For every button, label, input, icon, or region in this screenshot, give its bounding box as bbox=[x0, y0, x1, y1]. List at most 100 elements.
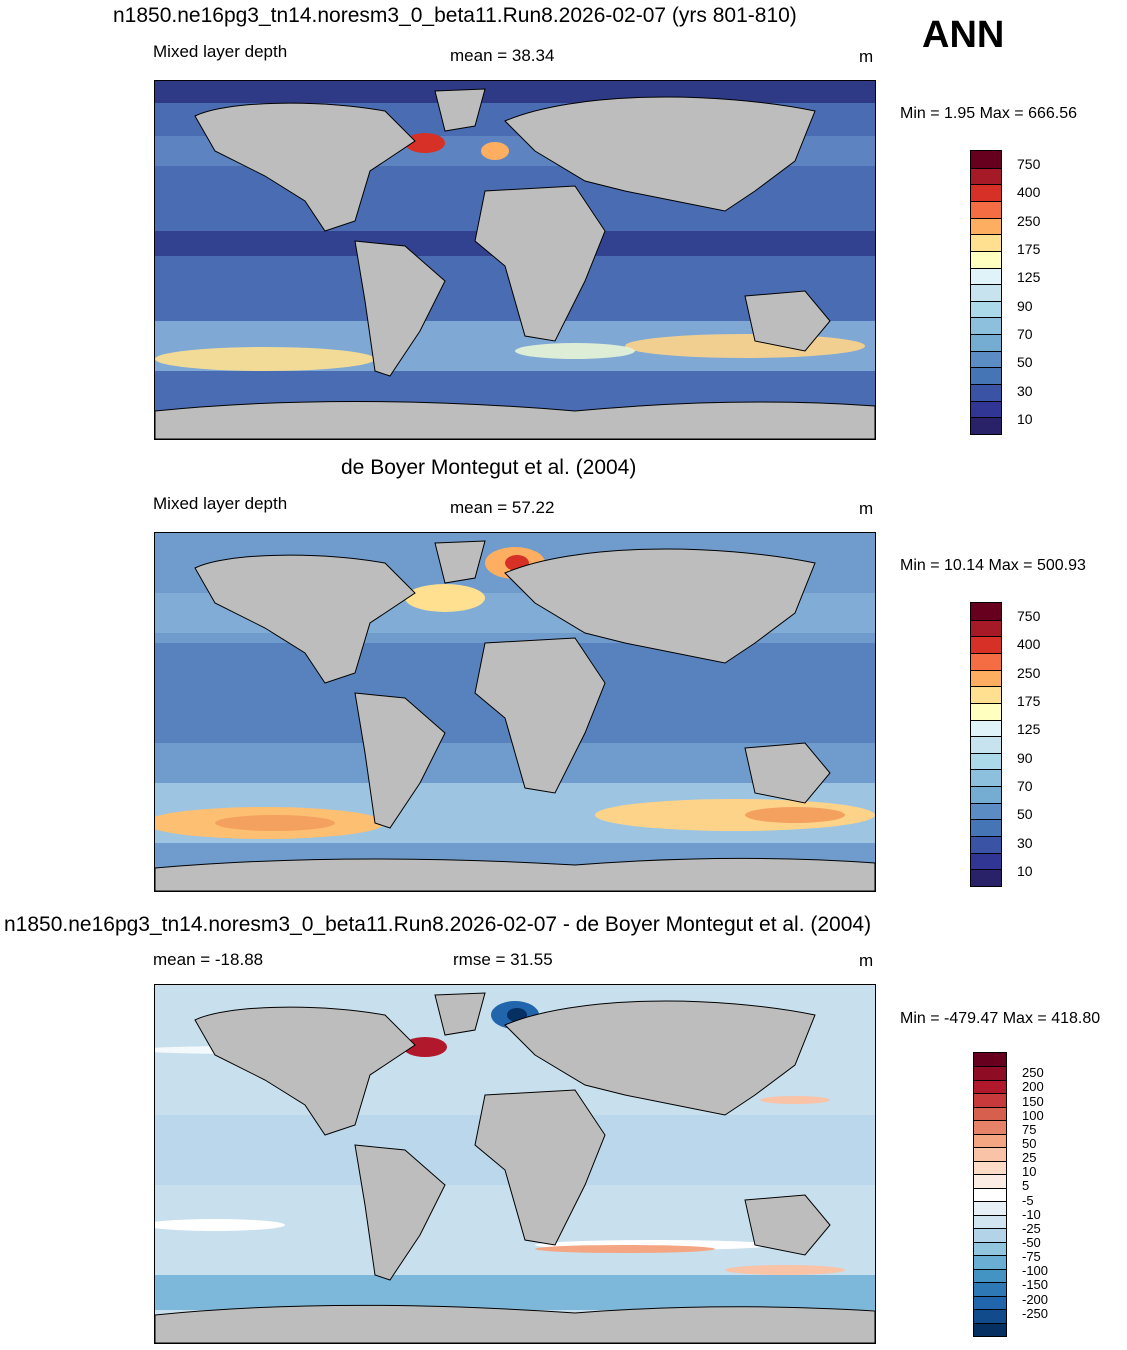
colorbar-swatch bbox=[974, 1133, 1006, 1148]
colorbar-tick-label: -150 bbox=[1022, 1277, 1049, 1293]
colorbar-tick-label: 90 bbox=[1017, 297, 1033, 314]
colorbar-tick-label: -50 bbox=[1022, 1235, 1041, 1251]
colorbar-tick-label: -75 bbox=[1022, 1249, 1041, 1265]
colorbar-swatch bbox=[974, 1079, 1006, 1094]
panel2-map bbox=[154, 532, 876, 892]
colorbar-swatch bbox=[974, 1053, 1006, 1067]
colorbar-swatch bbox=[971, 350, 1001, 368]
panel3-mean-label: mean = -18.88 bbox=[153, 950, 264, 969]
colorbar-tick-label: 10 bbox=[1017, 410, 1033, 427]
colorbar-swatch bbox=[974, 1214, 1006, 1229]
colorbar-swatch bbox=[971, 852, 1001, 870]
colorbar-tick-label: 90 bbox=[1017, 749, 1033, 766]
colorbar-swatch bbox=[971, 400, 1001, 418]
colorbar-swatch bbox=[974, 1309, 1006, 1323]
panel2-map-svg bbox=[155, 533, 875, 891]
colorbar-swatch bbox=[971, 151, 1001, 168]
colorbar-tick-label: 200 bbox=[1022, 1079, 1044, 1095]
colorbar-tick-label: 100 bbox=[1022, 1107, 1044, 1123]
colorbar-swatch bbox=[974, 1268, 1006, 1283]
panel3-map-svg bbox=[155, 985, 875, 1343]
panel3-map bbox=[154, 984, 876, 1344]
colorbar-swatch bbox=[971, 802, 1001, 820]
colorbar-swatch bbox=[974, 1066, 1006, 1080]
colorbar-tick-label: 70 bbox=[1017, 325, 1033, 342]
colorbar-swatch bbox=[974, 1241, 1006, 1256]
colorbar-swatch bbox=[971, 619, 1001, 637]
colorbar-swatch bbox=[971, 603, 1001, 620]
colorbar-swatch bbox=[974, 1282, 1006, 1296]
colorbar-swatch bbox=[971, 250, 1001, 268]
colorbar-swatch bbox=[971, 317, 1001, 335]
colorbar-swatch bbox=[974, 1147, 1006, 1161]
panel1-units-label: m bbox=[859, 47, 874, 66]
panel2-minmax-label: Min = 10.14 Max = 500.93 bbox=[900, 557, 1086, 574]
colorbar-swatch bbox=[971, 719, 1001, 737]
colorbar-swatch bbox=[971, 367, 1001, 385]
panel3-title: n1850.ne16pg3_tn14.noresm3_0_beta11.Run8… bbox=[4, 913, 872, 936]
colorbar-swatch bbox=[971, 300, 1001, 318]
colorbar-tick-label: 50 bbox=[1022, 1135, 1037, 1151]
panel1-minmax-label: Min = 1.95 Max = 666.56 bbox=[900, 105, 1077, 122]
season-label: ANN bbox=[922, 14, 1005, 56]
colorbar-tick-label: 125 bbox=[1017, 721, 1041, 738]
colorbar-tick-label: 125 bbox=[1017, 269, 1041, 286]
colorbar-tick-label: 175 bbox=[1017, 693, 1041, 710]
colorbar-tick-label: 70 bbox=[1017, 777, 1033, 794]
colorbar-swatch bbox=[971, 334, 1001, 351]
panel3-colorbar bbox=[973, 1052, 1007, 1337]
colorbar-tick-label: -10 bbox=[1022, 1206, 1041, 1222]
colorbar-tick-label: 30 bbox=[1017, 382, 1033, 399]
panel1-map bbox=[154, 80, 876, 440]
colorbar-swatch bbox=[971, 819, 1001, 837]
colorbar-swatch bbox=[974, 1322, 1006, 1336]
colorbar-tick-label: 25 bbox=[1022, 1150, 1037, 1166]
colorbar-swatch bbox=[971, 636, 1001, 653]
colorbar-swatch bbox=[974, 1201, 1006, 1215]
colorbar-tick-label: 175 bbox=[1017, 241, 1041, 258]
colorbar-tick-label: -250 bbox=[1022, 1305, 1049, 1321]
panel2-colorbar bbox=[970, 602, 1002, 887]
colorbar-swatch bbox=[974, 1295, 1006, 1310]
colorbar-tick-label: 5 bbox=[1022, 1178, 1030, 1194]
colorbar-swatch bbox=[971, 284, 1001, 301]
colorbar-swatch bbox=[971, 234, 1001, 251]
panel2-units-label: m bbox=[859, 499, 874, 518]
colorbar-swatch bbox=[974, 1106, 1006, 1121]
colorbar-swatch bbox=[971, 686, 1001, 703]
colorbar-swatch bbox=[971, 669, 1001, 687]
colorbar-swatch bbox=[974, 1187, 1006, 1202]
colorbar-swatch bbox=[971, 652, 1001, 670]
panel3-units-label: m bbox=[859, 951, 874, 970]
colorbar-swatch bbox=[974, 1120, 1006, 1134]
panel2-title: de Boyer Montegut et al. (2004) bbox=[341, 456, 637, 479]
colorbar-tick-label: 30 bbox=[1017, 834, 1033, 851]
panel1-title: n1850.ne16pg3_tn14.noresm3_0_beta11.Run8… bbox=[113, 4, 797, 27]
colorbar-tick-label: -25 bbox=[1022, 1220, 1041, 1236]
colorbar-tick-label: -100 bbox=[1022, 1263, 1049, 1279]
colorbar-tick-label: 10 bbox=[1017, 862, 1033, 879]
colorbar-swatch bbox=[971, 752, 1001, 770]
panel2-field-label: Mixed layer depth bbox=[153, 494, 288, 513]
colorbar-tick-label: 250 bbox=[1022, 1065, 1044, 1081]
colorbar-swatch bbox=[974, 1228, 1006, 1242]
colorbar-tick-label: 750 bbox=[1017, 608, 1041, 625]
panel1-field-label: Mixed layer depth bbox=[153, 42, 288, 61]
colorbar-tick-label: 400 bbox=[1017, 636, 1041, 653]
colorbar-tick-label: 10 bbox=[1022, 1164, 1037, 1180]
colorbar-tick-label: 400 bbox=[1017, 184, 1041, 201]
colorbar-swatch bbox=[971, 869, 1001, 886]
panel1-colorbar bbox=[970, 150, 1002, 435]
colorbar-tick-label: 150 bbox=[1022, 1093, 1044, 1109]
colorbar-swatch bbox=[971, 384, 1001, 401]
colorbar-tick-label: 250 bbox=[1017, 664, 1041, 681]
panel2-mean-label: mean = 57.22 bbox=[450, 498, 555, 517]
colorbar-swatch bbox=[974, 1174, 1006, 1188]
panel1-map-svg bbox=[155, 81, 875, 439]
colorbar-tick-label: -5 bbox=[1022, 1192, 1034, 1208]
colorbar-swatch bbox=[974, 1160, 1006, 1175]
colorbar-swatch bbox=[971, 702, 1001, 720]
colorbar-swatch bbox=[974, 1093, 1006, 1107]
panel3-minmax-label: Min = -479.47 Max = 418.80 bbox=[900, 1010, 1101, 1027]
colorbar-swatch bbox=[971, 267, 1001, 285]
